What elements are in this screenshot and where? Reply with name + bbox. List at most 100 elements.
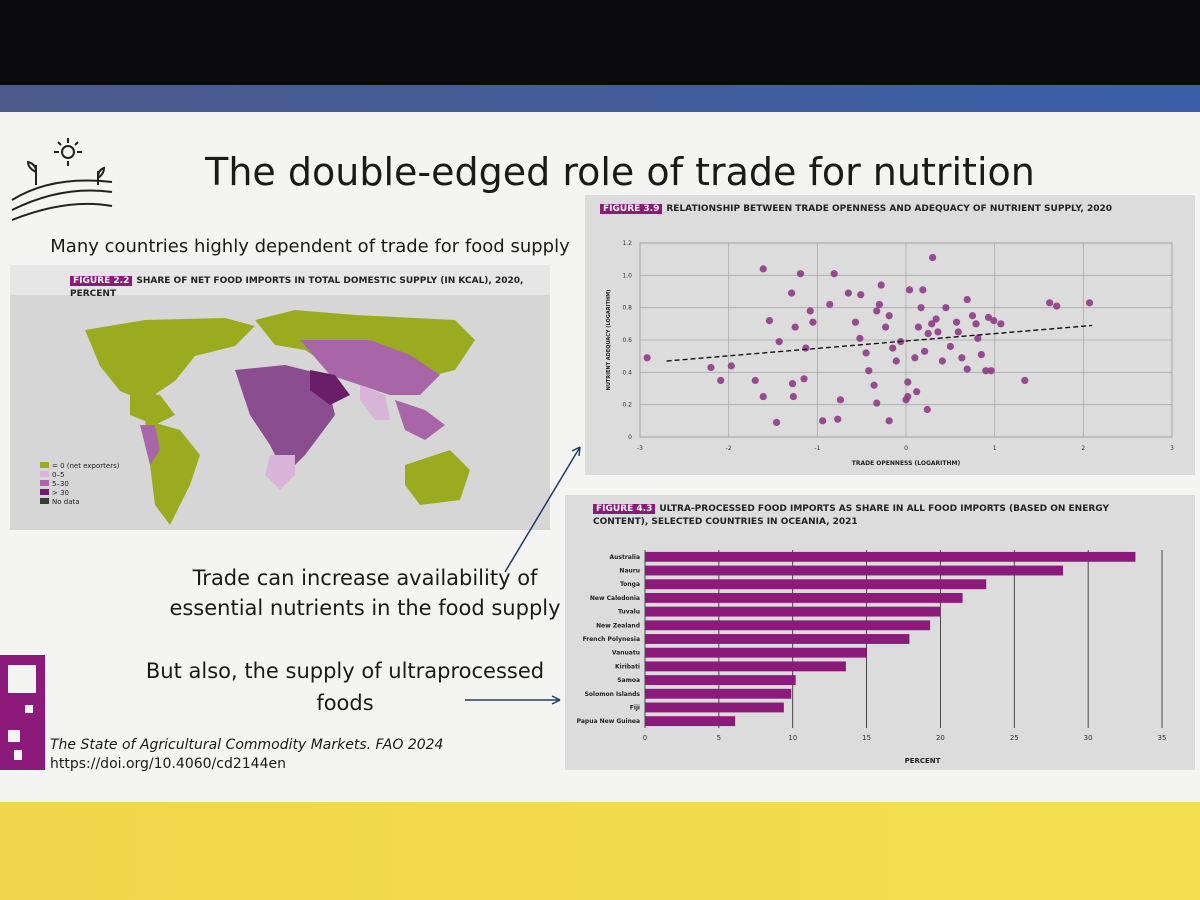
point: [921, 347, 929, 355]
legend-item: 0–5: [40, 471, 119, 480]
y-tick-label: Vanuatu: [612, 650, 640, 657]
bar: [645, 620, 931, 631]
point: [765, 317, 774, 325]
legend-label: 5–30: [52, 480, 69, 488]
point: [929, 253, 937, 262]
x-tick-label: 15: [862, 734, 871, 742]
bar: [645, 647, 867, 658]
point: [974, 334, 982, 342]
point: [905, 286, 914, 294]
y-tick-label: 0.8: [622, 305, 632, 312]
point: [938, 357, 946, 365]
bar: [645, 634, 910, 644]
bar: [645, 592, 963, 603]
point: [963, 295, 971, 304]
point: [1046, 299, 1054, 307]
point: [789, 392, 797, 401]
point: [826, 300, 834, 309]
point: [791, 323, 799, 331]
point: [875, 300, 884, 309]
point: [788, 289, 796, 297]
x-tick-label: 2: [1081, 445, 1085, 452]
legend-label: > 30: [52, 489, 69, 497]
bar: [645, 606, 941, 617]
point: [984, 313, 993, 321]
figure-title: SHARE OF NET FOOD IMPORTS IN TOTAL DOMES…: [70, 276, 524, 299]
point: [923, 405, 931, 414]
legend-label: 0–5: [52, 471, 65, 479]
legend-label: No data: [52, 498, 80, 506]
point: [844, 289, 852, 297]
y-tick-label: 0: [628, 434, 632, 441]
y-tick-label: New Zealand: [596, 622, 640, 629]
y-axis-title: NUTRIENT ADEQUACY (LOGARITHM): [606, 290, 612, 391]
point: [919, 286, 927, 294]
point: [911, 354, 919, 362]
point: [934, 328, 942, 336]
point: [802, 344, 810, 352]
point: [885, 417, 893, 425]
legend-item: > 30: [40, 489, 119, 498]
point: [972, 320, 980, 328]
scatter-heading: FIGURE 3.9 RELATIONSHIP BETWEEN TRADE OPE…: [600, 203, 1180, 216]
point: [809, 318, 817, 326]
point: [751, 376, 759, 385]
point: [954, 328, 962, 336]
y-tick-label: 0.4: [622, 369, 632, 376]
y-tick-label: New Caledonia: [590, 595, 640, 602]
point: [932, 315, 940, 323]
point: [643, 354, 651, 362]
bar: [645, 551, 1136, 562]
point: [982, 367, 990, 375]
legend-swatch: [40, 498, 49, 504]
figure-title: ULTRA-PROCESSED FOOD IMPORTS AS SHARE IN…: [593, 504, 1110, 527]
point: [856, 334, 864, 342]
world-map: [85, 310, 475, 525]
point: [727, 362, 735, 370]
slide-title: The double-edged role of trade for nutri…: [205, 150, 1035, 194]
y-tick-label: 1.0: [622, 272, 632, 279]
point: [913, 388, 921, 396]
x-tick-label: 20: [936, 734, 945, 742]
point: [806, 307, 814, 315]
y-tick-label: Solomon Islands: [585, 691, 641, 698]
point: [800, 375, 808, 383]
point: [963, 365, 971, 373]
legend-swatch: [40, 462, 49, 468]
bar: [645, 702, 784, 713]
point: [882, 323, 890, 331]
bar: [645, 661, 846, 672]
y-tick-label: Papua New Guinea: [577, 718, 640, 725]
y-tick-label: Australia: [609, 554, 640, 561]
point: [885, 312, 893, 320]
point: [834, 415, 842, 423]
y-tick-label: Fiji: [630, 704, 640, 711]
x-tick-label: 1: [993, 445, 997, 452]
point: [836, 396, 844, 404]
legend-swatch: [40, 480, 49, 486]
bar: [645, 716, 736, 727]
x-tick-label: 25: [1010, 734, 1019, 742]
trend-line: [666, 324, 1093, 362]
y-tick-label: 1.2: [622, 240, 632, 247]
point: [987, 367, 995, 375]
point: [997, 320, 1005, 328]
point: [1021, 376, 1029, 385]
point: [942, 304, 950, 312]
x-tick-label: 35: [1158, 734, 1167, 742]
legend-item: No data: [40, 498, 119, 507]
point: [772, 418, 781, 427]
point: [788, 380, 797, 388]
bar-heading: FIGURE 4.3 ULTRA-PROCESSED FOOD IMPORTS A…: [593, 503, 1153, 529]
point: [904, 392, 912, 401]
citation-url: https://doi.org/10.4060/cd2144en: [50, 756, 286, 772]
point: [977, 350, 985, 359]
point: [862, 349, 870, 357]
point: [851, 318, 860, 326]
x-axis-title: TRADE OPENNESS (LOGARITHM): [852, 460, 961, 467]
x-tick-label: 30: [1084, 734, 1093, 742]
farm-icon: [11, 138, 113, 221]
point: [759, 265, 767, 273]
y-tick-label: French Polynesia: [583, 636, 640, 643]
